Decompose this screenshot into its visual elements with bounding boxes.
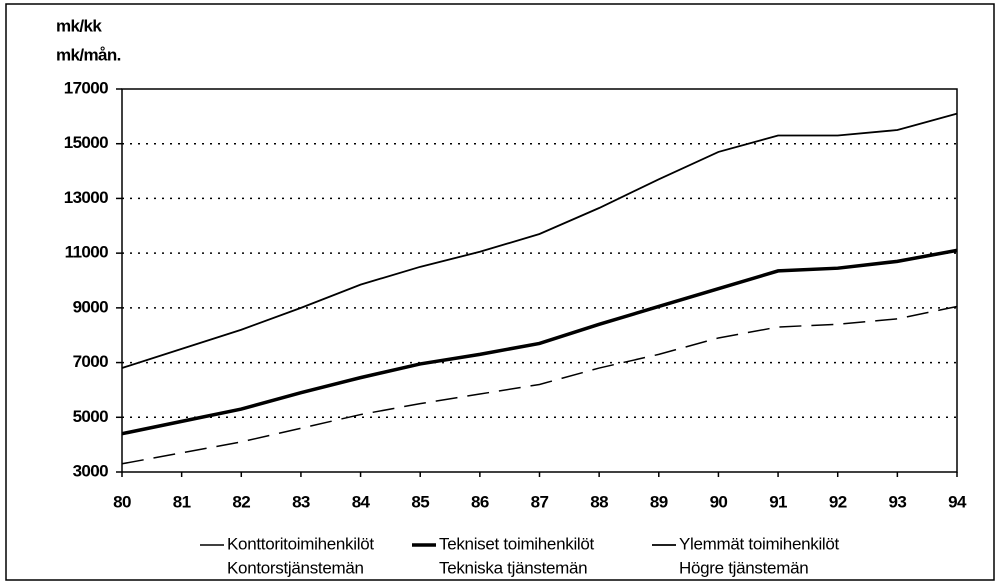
legend-label: Tekniska tjänstemän — [439, 558, 587, 577]
y-tick-label: 15000 — [64, 133, 108, 152]
y-unit: mk/kk — [56, 16, 102, 35]
y-tick-label: 9000 — [73, 297, 109, 316]
plot-frame — [121, 88, 958, 473]
x-tick-label: 82 — [232, 492, 250, 511]
x-tick-label: 87 — [531, 492, 549, 511]
y-unit: mk/mån. — [56, 45, 121, 64]
x-tick-label: 90 — [710, 492, 728, 511]
series-line — [121, 305, 958, 465]
x-tick-label: 89 — [650, 492, 668, 511]
y-tick-label: 5000 — [73, 407, 109, 426]
legend-label: Tekniset toimihenkilöt — [439, 534, 595, 553]
y-tick-label: 3000 — [73, 461, 109, 480]
legend-label: Högre tjänstemän — [679, 558, 808, 577]
x-tick-label: 85 — [411, 492, 429, 511]
x-tick-label: 83 — [292, 492, 310, 511]
legend-label: Konttoritoimihenkilöt — [227, 534, 374, 553]
legend-label: Ylemmät toimihenkilöt — [679, 534, 840, 553]
x-tick-label: 86 — [471, 492, 489, 511]
x-tick-label: 84 — [352, 492, 371, 511]
y-tick-label: 11000 — [65, 243, 108, 262]
x-tick-label: 93 — [888, 492, 906, 511]
x-tick-label: 88 — [590, 492, 608, 511]
y-tick-label: 7000 — [73, 352, 109, 371]
chart-frame — [5, 3, 995, 581]
y-tick-label: 13000 — [64, 188, 108, 207]
x-tick-label: 81 — [173, 492, 191, 511]
legend-label: Kontorstjänstemän — [227, 558, 364, 577]
series-line — [121, 112, 958, 369]
series-line — [121, 248, 958, 436]
x-tick-label: 80 — [113, 492, 131, 511]
y-tick-label: 17000 — [64, 78, 108, 97]
x-tick-label: 94 — [948, 492, 967, 511]
x-tick-label: 92 — [829, 492, 847, 511]
x-tick-label: 91 — [769, 492, 787, 511]
